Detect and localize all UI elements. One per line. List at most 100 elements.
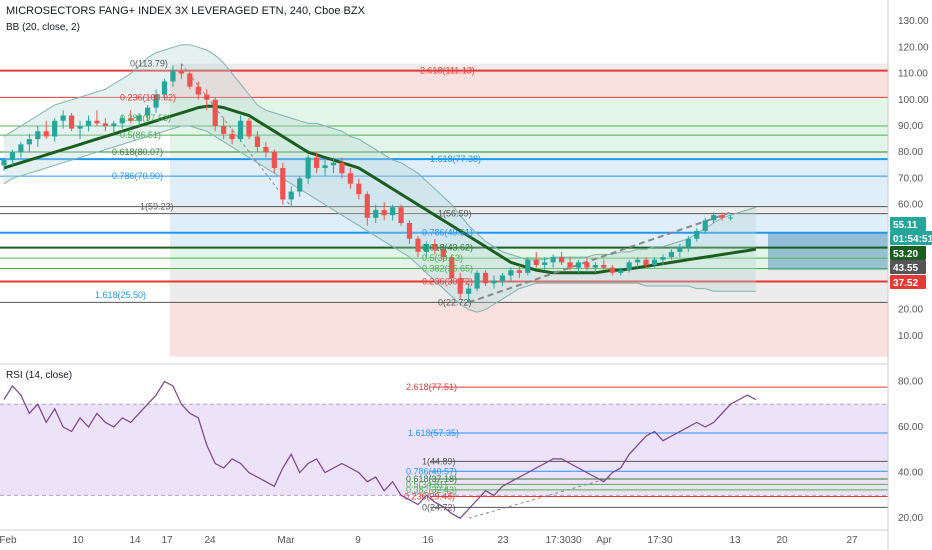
candle-body-70 xyxy=(592,264,598,268)
candle-body-80 xyxy=(677,246,683,252)
rsi-fib-label-0: 2.618(77.51) xyxy=(406,382,457,392)
rsi-fib-label-1: 1.618(57.35) xyxy=(408,428,459,438)
rsi-fib-label-5: 0.5(34.81) xyxy=(406,479,447,489)
date-tick-5: Mar xyxy=(277,535,295,546)
candle-body-5 xyxy=(43,131,49,137)
candle-body-38 xyxy=(322,165,328,168)
candle-body-4 xyxy=(35,131,41,140)
rsi-line xyxy=(3,380,757,519)
fib-labels: 0(113.79) 2.618(111.13) 0.236(100.92) 0.382… xyxy=(95,59,481,308)
upper-band xyxy=(3,44,757,261)
zone-gray-top xyxy=(170,63,888,71)
price-badge-bg-4 xyxy=(890,275,926,289)
candle-body-15 xyxy=(128,118,134,121)
fib-zones xyxy=(170,63,888,357)
candle-body-34 xyxy=(288,191,294,200)
rsi-tick-1: 60.00 xyxy=(898,422,923,433)
candle-body-53 xyxy=(449,257,455,279)
candle-body-82 xyxy=(694,230,700,239)
candle-body-60 xyxy=(508,270,514,276)
fib-upper-label-0: 0(113.79) xyxy=(130,59,168,69)
price-tick-12: 10.00 xyxy=(898,331,923,342)
zone-red-top xyxy=(170,70,888,98)
fib-lower-label-7: 0(22.72) xyxy=(438,297,472,307)
candle-body-2 xyxy=(18,144,24,153)
price-badge-2: 53.20 xyxy=(893,249,918,260)
candle-body-41 xyxy=(347,173,353,184)
price-tick-2: 110.00 xyxy=(898,69,928,80)
date-tick-10: 30 xyxy=(570,535,582,546)
rsi-fib-label-2: 1(44.89) xyxy=(422,456,456,466)
candle-body-16 xyxy=(136,115,142,121)
candle-body-23 xyxy=(195,86,201,95)
candle-body-66 xyxy=(558,257,565,263)
fib-lower-label-5: 0.236(30.72) xyxy=(422,276,473,286)
zone-gray-mid xyxy=(170,206,888,214)
date-tick-0: Feb xyxy=(0,535,17,546)
candle-body-56 xyxy=(474,272,480,289)
candle-body-9 xyxy=(77,126,83,129)
date-tick-15: 27 xyxy=(846,535,858,546)
price-badge-bg-2 xyxy=(890,246,926,260)
candle-body-19 xyxy=(161,81,168,95)
candle-body-37 xyxy=(313,157,320,168)
candle-body-13 xyxy=(111,123,117,126)
candle-body-63 xyxy=(533,259,539,265)
fib-upper-label-4: 0.5(86.51) xyxy=(120,130,161,140)
candle-body-24 xyxy=(204,94,210,100)
candle-body-67 xyxy=(567,262,573,268)
rsi-tick-0: 80.00 xyxy=(898,376,923,387)
candle-body-45 xyxy=(381,209,387,216)
fib-lower-label-6: 1.618(25.50) xyxy=(95,290,146,300)
rsi-fib-label-6: 0.382(32.43) xyxy=(406,485,457,495)
candle-body-7 xyxy=(60,115,66,121)
fib-lower-label-0: 1(56.59) xyxy=(438,209,472,219)
price-badge-0: 55.11 xyxy=(893,220,918,231)
band-fill xyxy=(4,44,756,313)
price-badge-3: 43.55 xyxy=(893,263,918,274)
rsi-trend xyxy=(468,476,613,519)
date-tick-8: 23 xyxy=(497,535,509,546)
date-tick-7: 16 xyxy=(422,535,434,546)
candles xyxy=(1,63,734,303)
candle-body-43 xyxy=(364,194,370,218)
candle-body-20 xyxy=(170,70,176,82)
date-tick-13: 13 xyxy=(729,535,741,546)
date-tick-1: 10 xyxy=(72,535,84,546)
candle-body-73 xyxy=(618,270,624,273)
candle-body-51 xyxy=(432,244,438,250)
rsi-tick-3: 20.00 xyxy=(898,513,923,524)
rsi-fib-label-8: 0(24.72) xyxy=(422,502,456,512)
candle-body-12 xyxy=(102,123,108,126)
candle-body-10 xyxy=(85,120,92,126)
candle-body-84 xyxy=(711,215,717,221)
candle-body-29 xyxy=(246,120,252,137)
candle-body-33 xyxy=(280,167,286,200)
zone-red-bottom xyxy=(170,302,888,357)
candle-body-39 xyxy=(330,162,337,166)
candle-body-6 xyxy=(52,120,58,137)
candle-body-54 xyxy=(457,278,463,294)
candle-body-48 xyxy=(406,223,413,239)
candle-body-64 xyxy=(542,262,548,265)
rsi-fib-label-3: 0.786(40.57) xyxy=(406,466,457,476)
price-tick-5: 80.00 xyxy=(898,147,923,158)
chart-title: MICROSECTORS FANG+ INDEX 3X LEVERAGED ET… xyxy=(6,5,366,17)
candle-body-50 xyxy=(423,244,430,252)
candle-body-81 xyxy=(685,238,691,247)
candle-body-3 xyxy=(26,139,32,145)
zone-green-top xyxy=(170,97,888,136)
candle-body-62 xyxy=(525,259,531,273)
price-badge-bg-1 xyxy=(890,231,932,245)
candle-body-61 xyxy=(516,270,522,273)
candle-body-85 xyxy=(719,215,725,218)
price-badge-bg-0 xyxy=(890,217,926,231)
candle-body-57 xyxy=(482,272,489,284)
candle-body-32 xyxy=(271,152,277,168)
candle-body-1 xyxy=(9,152,16,161)
candle-body-18 xyxy=(153,94,159,108)
rsi-panel: 2.618(77.51) 1.618(57.35) 1(44.89)0.786(40… xyxy=(0,363,888,519)
fib-lines xyxy=(0,69,888,303)
